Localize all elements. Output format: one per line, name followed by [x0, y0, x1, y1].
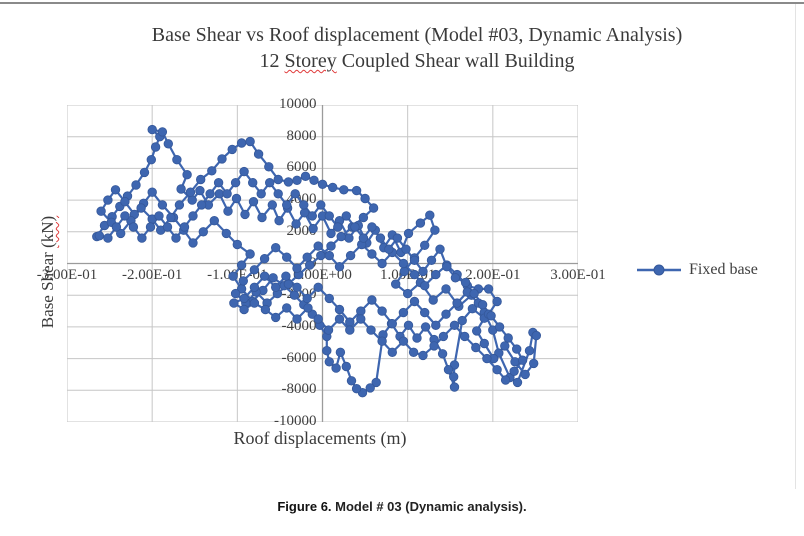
x-tick-label: 3.00E-01 — [550, 266, 606, 283]
legend-marker-icon — [637, 264, 681, 276]
y-tick-label: 8000 — [286, 127, 317, 144]
caption-label: Figure 6. — [277, 499, 332, 514]
x-tick-label: 2.00E-01 — [465, 266, 521, 283]
chart-title-line1: Base Shear vs Roof displacement (Model #… — [151, 24, 683, 46]
x-tick-label: -2.00E-01 — [121, 266, 183, 283]
right-border-line — [795, 4, 796, 489]
legend-label: Fixed base — [689, 261, 758, 278]
y-tick-label: -6000 — [281, 349, 317, 366]
y-tick-label: -10000 — [274, 413, 317, 429]
y-tick-label: 10000 — [279, 96, 317, 112]
y-tick-label: 6000 — [286, 159, 317, 176]
top-border-line — [0, 2, 804, 4]
legend: Fixed base — [636, 261, 758, 279]
chart-title: Base Shear vs Roof displacement (Model #… — [67, 22, 767, 74]
y-axis-title: Base Shear (kN) — [38, 215, 57, 329]
data-series-fixed-base — [92, 124, 542, 398]
figure-caption: Figure 6. Model # 03 (Dynamic analysis). — [0, 499, 804, 514]
misspelled-word: Storey — [284, 50, 337, 72]
x-axis-title: Roof displacements (m) — [233, 428, 407, 448]
misspelled-unit: (kN) — [38, 215, 57, 248]
chart-title-line2: 12 Storey Coupled Shear wall Building — [259, 50, 575, 72]
x-tick-label: -3.00E-01 — [36, 266, 98, 283]
y-tick-label: -4000 — [281, 317, 317, 334]
caption-text: Model # 03 (Dynamic analysis). — [331, 499, 527, 514]
y-tick-label: -8000 — [281, 381, 317, 398]
